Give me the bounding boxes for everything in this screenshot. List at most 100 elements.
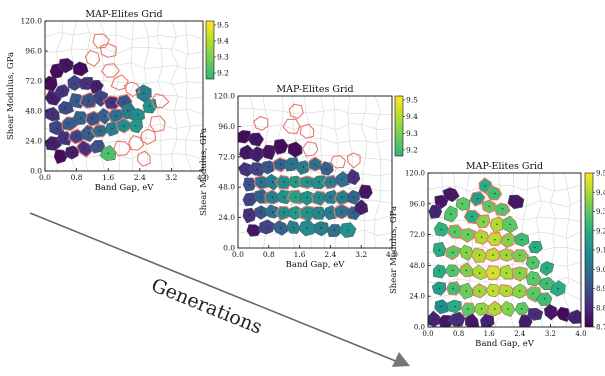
cell-centroid xyxy=(256,168,258,171)
cell-centroid xyxy=(545,282,548,285)
grid-cell xyxy=(53,84,70,99)
cell-centroid xyxy=(452,287,454,290)
cell-centroid xyxy=(306,181,308,183)
cell-centroid xyxy=(347,229,349,231)
chart-title: MAP-Elites Grid xyxy=(466,161,543,172)
cell-centroid xyxy=(505,290,508,292)
cell-centroid xyxy=(143,92,145,95)
cell-centroid xyxy=(271,211,274,214)
cell-centroid xyxy=(260,196,262,198)
cell-centroid xyxy=(252,229,255,231)
grid-cell xyxy=(493,202,511,217)
y-tick-label: 48.0 xyxy=(409,262,425,270)
colorbar-tick-label: 9.5 xyxy=(217,21,229,30)
grid-cell xyxy=(442,187,460,203)
voronoi-mesh xyxy=(44,20,204,172)
cell-centroid xyxy=(440,228,443,231)
cell-centroid xyxy=(97,145,100,147)
cell-centroid xyxy=(62,90,64,92)
grid-cell xyxy=(287,141,303,158)
mesh-line xyxy=(237,108,393,115)
cell-centroid xyxy=(248,199,251,201)
cell-centroid xyxy=(245,152,247,154)
grid-cell xyxy=(485,265,503,280)
cell-centroid xyxy=(477,198,479,200)
cell-centroid xyxy=(494,239,496,241)
grid-cell xyxy=(543,304,559,321)
plot-frame xyxy=(427,172,582,328)
cell-centroid xyxy=(306,196,308,198)
cell-centroid xyxy=(465,251,467,254)
cell-centroid xyxy=(534,246,536,249)
cell-centroid xyxy=(295,196,297,198)
mesh-line xyxy=(360,95,368,249)
cell-centroid xyxy=(85,82,88,85)
cell-centroid xyxy=(488,205,490,208)
cell-centroid xyxy=(574,316,576,318)
cell-centroid xyxy=(532,277,534,279)
cell-centroid xyxy=(434,210,437,213)
cell-centroid xyxy=(87,100,90,102)
x-tick-label: 0.0 xyxy=(232,250,244,259)
cell-centroid xyxy=(149,105,151,107)
cell-centroid xyxy=(123,125,125,127)
cell-centroid xyxy=(123,101,125,104)
y-tick-label: 24.0 xyxy=(218,213,235,222)
colorbar-tick-label: 8.9 xyxy=(596,285,605,293)
cell-centroid xyxy=(107,152,109,155)
grid-cell xyxy=(275,205,292,221)
grid-cell xyxy=(128,134,145,151)
cell-centroid xyxy=(72,151,74,153)
cell-centroid xyxy=(433,318,435,320)
cell-centroid xyxy=(295,148,297,150)
cell-centroid xyxy=(471,215,473,218)
grid-cell xyxy=(525,270,542,287)
colorbar-tick-label: 9.0 xyxy=(596,266,605,274)
cell-centroid xyxy=(111,127,113,130)
cell-centroid xyxy=(544,298,546,300)
y-tick-label: 48.0 xyxy=(218,183,235,192)
cell-centroid xyxy=(515,200,517,202)
cell-centroid xyxy=(482,221,485,223)
y-tick-label: 96.0 xyxy=(218,122,235,131)
y-tick-label: 0.0 xyxy=(223,244,235,253)
grid-cell xyxy=(535,292,553,306)
grid-cell xyxy=(329,155,347,169)
x-tick-label: 1.6 xyxy=(102,173,114,182)
cell-centroid xyxy=(99,130,102,132)
cells xyxy=(428,177,581,327)
x-tick-label: 0.8 xyxy=(453,330,464,338)
cell-centroid xyxy=(329,211,332,214)
colorbar-tick-label: 9.2 xyxy=(406,146,418,155)
grid-cell xyxy=(486,300,502,317)
cell-centroid xyxy=(302,166,305,168)
y-axis-label: Shear Modulus, GPa xyxy=(199,128,209,216)
cell-centroid xyxy=(452,251,454,254)
cell-centroid xyxy=(56,70,58,72)
grid-cell xyxy=(299,123,315,139)
grid-cell xyxy=(99,43,117,58)
x-axis-label: Band Gap, eV xyxy=(475,339,535,349)
cell-centroid xyxy=(364,191,366,193)
mesh-line xyxy=(427,184,582,192)
cell-centroid xyxy=(352,176,355,178)
grid-cell xyxy=(346,152,361,169)
colorbar-tick-label: 9.2 xyxy=(596,227,605,235)
cell-centroid xyxy=(480,236,483,238)
cell-centroid xyxy=(137,114,139,116)
x-tick-label: 2.4 xyxy=(324,250,336,259)
colorbar-tick-label: 9.3 xyxy=(596,208,605,216)
cell-centroid xyxy=(352,196,355,198)
cell-centroid xyxy=(521,239,523,241)
cell-centroid xyxy=(478,272,481,274)
grid-cell xyxy=(480,313,495,327)
cell-centroid xyxy=(283,196,285,198)
chart-title: MAP-Elites Grid xyxy=(276,84,353,95)
chart-title: MAP-Elites Grid xyxy=(85,9,162,20)
y-tick-label: 0.0 xyxy=(30,167,42,176)
cell-centroid xyxy=(260,181,262,183)
cell-centroid xyxy=(438,249,441,251)
cell-centroid xyxy=(56,127,58,130)
cell-centroid xyxy=(341,196,343,198)
